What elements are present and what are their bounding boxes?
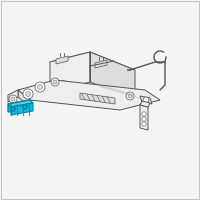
Polygon shape	[140, 101, 150, 107]
Circle shape	[114, 90, 122, 97]
Circle shape	[116, 92, 120, 95]
Circle shape	[51, 78, 59, 86]
Circle shape	[128, 94, 132, 98]
Circle shape	[22, 104, 28, 110]
Polygon shape	[140, 105, 148, 130]
Polygon shape	[50, 52, 90, 92]
Circle shape	[142, 117, 146, 121]
Polygon shape	[18, 80, 160, 110]
Polygon shape	[95, 60, 107, 68]
Polygon shape	[8, 100, 30, 112]
Circle shape	[23, 89, 33, 99]
Circle shape	[62, 82, 64, 86]
Circle shape	[12, 108, 14, 110]
Polygon shape	[56, 56, 68, 64]
Circle shape	[126, 92, 134, 100]
Polygon shape	[90, 52, 135, 100]
Polygon shape	[8, 100, 33, 107]
Polygon shape	[18, 90, 30, 107]
Polygon shape	[50, 52, 135, 80]
Circle shape	[142, 112, 146, 116]
Circle shape	[35, 82, 45, 92]
Circle shape	[143, 97, 149, 103]
Circle shape	[9, 95, 17, 103]
Circle shape	[10, 106, 16, 112]
Circle shape	[60, 80, 66, 88]
Circle shape	[11, 97, 15, 101]
Polygon shape	[80, 93, 115, 104]
Circle shape	[26, 92, 30, 97]
Circle shape	[24, 106, 26, 108]
Circle shape	[142, 122, 146, 126]
Circle shape	[38, 84, 42, 90]
Circle shape	[53, 80, 57, 84]
Polygon shape	[8, 90, 18, 102]
Polygon shape	[11, 103, 33, 115]
Polygon shape	[140, 96, 152, 104]
